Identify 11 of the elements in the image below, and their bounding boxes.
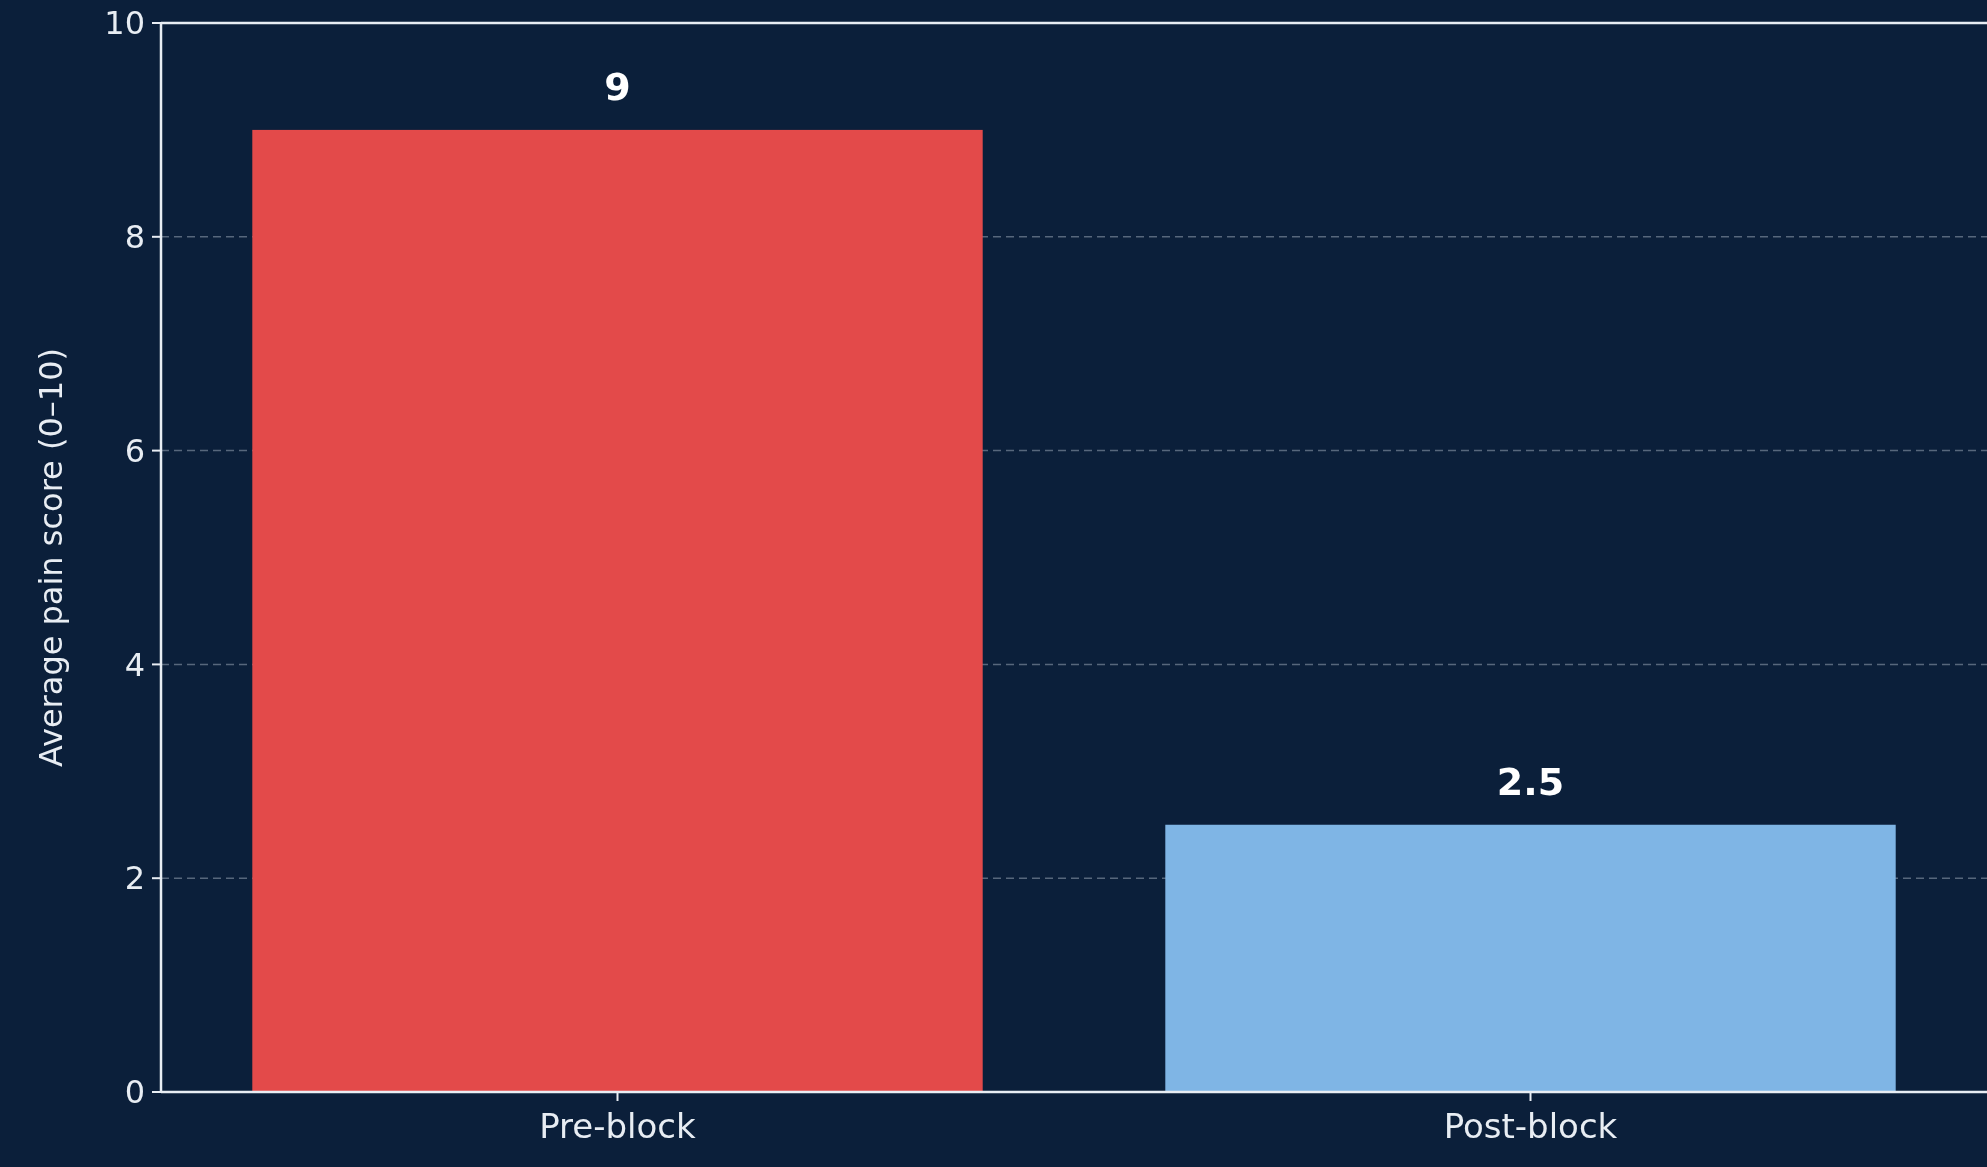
data-label: 2.5: [1496, 759, 1565, 804]
data-label: 9: [604, 64, 631, 109]
y-axis-title: Average pain score (0–10): [32, 347, 70, 768]
y-tick-label: 2: [124, 859, 145, 898]
y-tick-label: 6: [124, 431, 145, 470]
x-tick-label: Pre-block: [539, 1106, 697, 1146]
y-tick-label: 0: [124, 1073, 145, 1112]
y-tick-label: 10: [104, 4, 145, 43]
y-tick-label: 4: [124, 645, 145, 684]
y-tick-label: 8: [124, 218, 145, 256]
x-tick-label: Post-block: [1443, 1106, 1618, 1146]
